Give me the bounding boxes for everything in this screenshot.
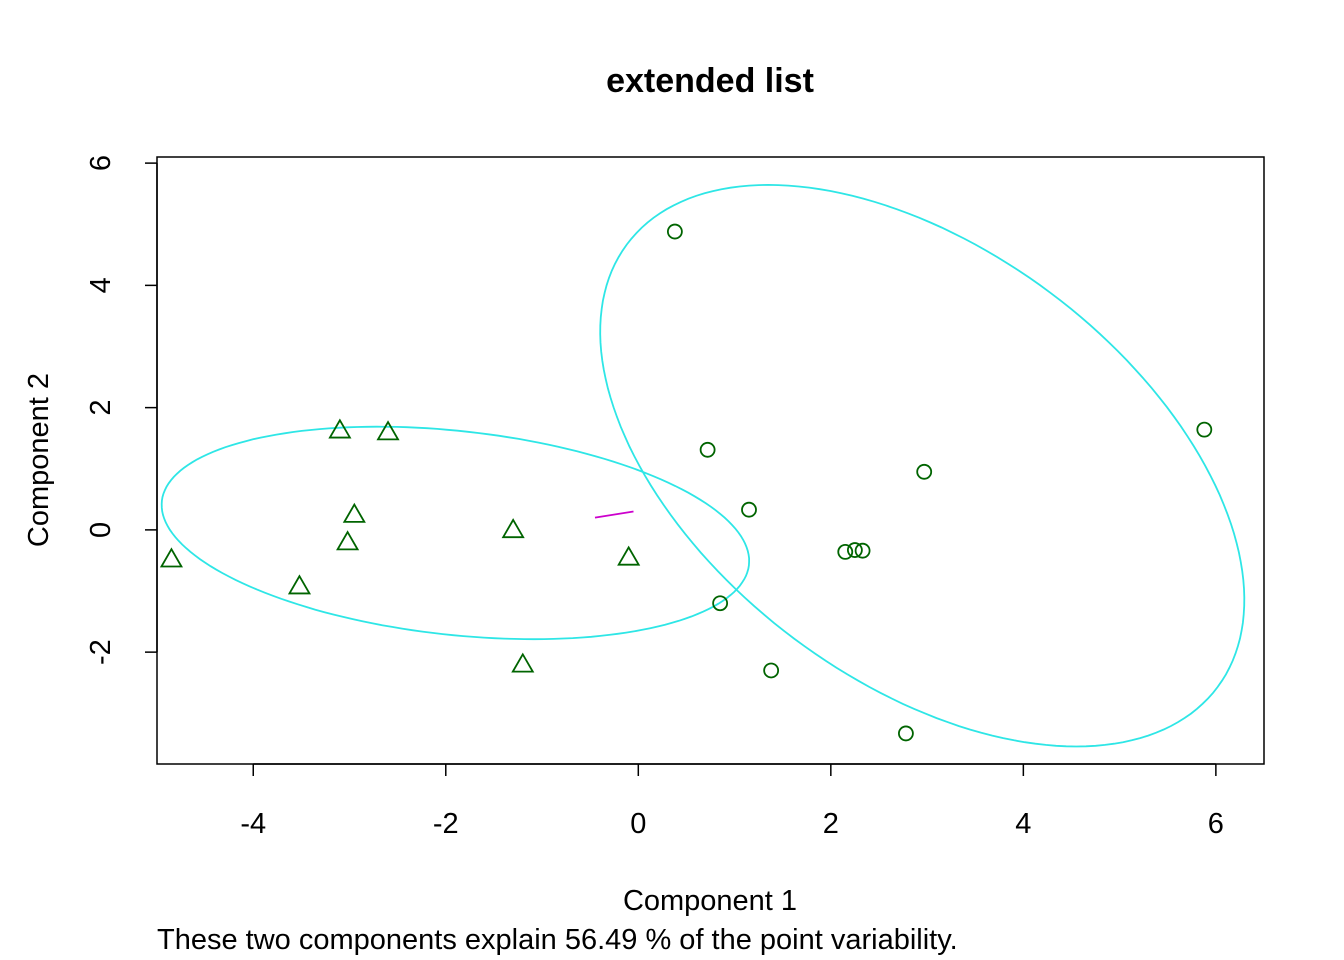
circle-point	[898, 725, 914, 742]
cluster-ellipse-2	[599, 183, 1246, 748]
data-points	[159, 223, 1213, 742]
cluster-ellipses	[160, 183, 1246, 748]
circle-point	[712, 595, 729, 612]
triangle-point	[511, 652, 535, 673]
x-axis-label: Component 1	[623, 885, 797, 917]
circle-point	[854, 542, 871, 559]
circle-point	[837, 543, 854, 560]
cluster-distance-line	[594, 510, 634, 519]
y-tick-label: 2	[85, 400, 117, 416]
y-axis-label: Component 2	[23, 373, 55, 547]
triangle-point	[501, 518, 525, 539]
y-tick-label: 4	[85, 277, 117, 293]
y-tick-label: 0	[85, 522, 117, 538]
triangle-point	[376, 420, 400, 441]
triangle-point	[287, 574, 312, 595]
cluster-connector	[594, 510, 634, 519]
variability-subtitle: These two components explain 56.49 % of …	[157, 924, 958, 956]
y-tick-label: 6	[85, 155, 117, 171]
triangle-point	[336, 530, 360, 551]
x-tick-label: 6	[1208, 808, 1224, 840]
x-tick-label: 2	[823, 808, 839, 840]
triangle-point	[159, 547, 183, 568]
plot-frame	[156, 156, 1265, 765]
circle-point	[846, 542, 863, 558]
circle-point	[699, 441, 716, 458]
cluster-ellipse-1	[160, 425, 750, 641]
circle-point	[1196, 421, 1213, 438]
x-tick-label: 4	[1015, 808, 1031, 840]
x-tick-label: 0	[630, 808, 646, 840]
triangle-point	[342, 502, 366, 523]
triangle-point	[328, 418, 352, 439]
y-tick-label: -2	[85, 639, 117, 665]
chart-title: extended list	[606, 62, 814, 100]
triangle-point	[617, 545, 641, 566]
circle-point	[741, 501, 757, 518]
x-tick-label: -4	[240, 808, 266, 840]
circle-point	[916, 463, 933, 480]
x-tick-label: -2	[433, 808, 459, 840]
circle-point	[763, 662, 780, 679]
axis-ticks: -4 -2 0 2 4 6 -2 0 2 4 6	[85, 155, 1224, 840]
circle-point	[666, 223, 683, 240]
